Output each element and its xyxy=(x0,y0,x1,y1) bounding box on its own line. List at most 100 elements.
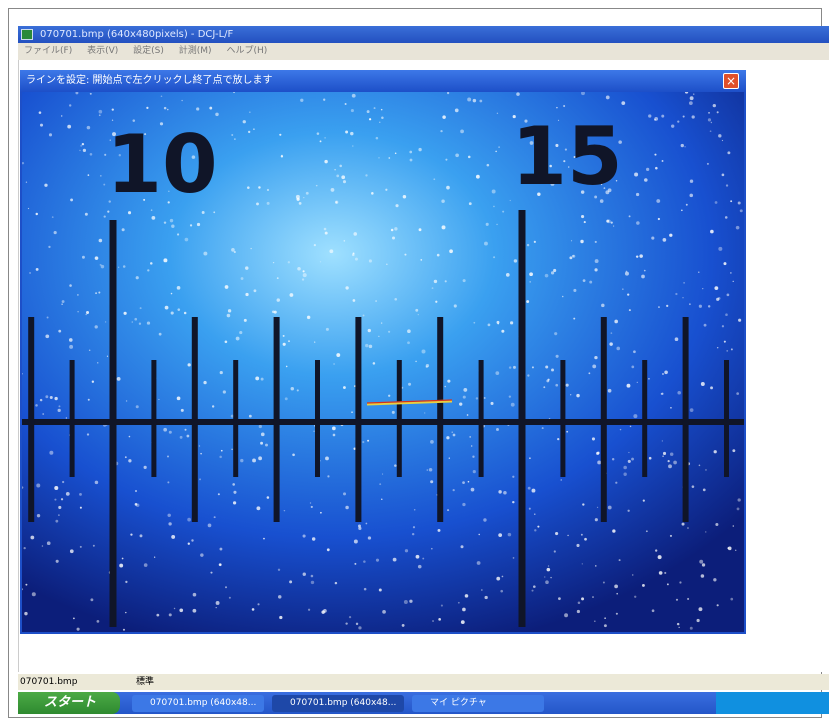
speckle xyxy=(163,221,167,224)
speckle xyxy=(726,293,730,297)
speckle xyxy=(471,445,473,447)
close-button[interactable]: × xyxy=(723,73,739,89)
speckle xyxy=(687,597,690,600)
speckle xyxy=(512,557,515,559)
speckle xyxy=(249,111,251,113)
menu-item[interactable]: 設定(S) xyxy=(133,46,164,56)
speckle xyxy=(721,325,725,328)
speckle xyxy=(432,620,434,622)
status-file: 070701.bmp xyxy=(20,677,78,687)
task-button[interactable]: 070701.bmp (640x48... xyxy=(132,695,264,712)
task-button[interactable]: 070701.bmp (640x48... xyxy=(272,695,404,712)
speckle xyxy=(555,383,559,387)
speckle xyxy=(285,365,288,368)
speckle xyxy=(725,313,728,316)
speckle xyxy=(415,554,420,559)
ruler-tick xyxy=(355,317,362,522)
speckle xyxy=(522,133,526,137)
menu-item[interactable]: 計測(M) xyxy=(178,46,212,56)
speckle xyxy=(108,200,111,203)
speckle xyxy=(48,133,53,137)
speckle xyxy=(529,457,531,459)
speckle xyxy=(79,492,82,496)
speckle xyxy=(407,341,410,345)
speckle xyxy=(721,139,724,142)
scale-label: 15 xyxy=(511,110,622,203)
speckle xyxy=(197,180,200,183)
speckle xyxy=(660,393,663,395)
menu-item[interactable]: ヘルプ(H) xyxy=(226,46,268,56)
speckle xyxy=(444,385,446,388)
ruler-tick xyxy=(273,317,280,522)
speckle xyxy=(266,496,270,499)
speckle xyxy=(366,110,370,114)
speckle xyxy=(353,232,358,236)
speckle xyxy=(681,522,685,526)
ruler-tick xyxy=(151,360,157,477)
speckle xyxy=(348,615,352,619)
speckle xyxy=(104,153,107,156)
speckle xyxy=(533,585,536,588)
speckle xyxy=(100,264,105,269)
speckle xyxy=(170,292,173,295)
speckle xyxy=(614,319,618,324)
speckle xyxy=(134,502,138,506)
speckle xyxy=(192,592,197,597)
speckle xyxy=(553,268,557,273)
speckle xyxy=(332,433,336,437)
speckle xyxy=(91,380,95,383)
menu-item[interactable]: 表示(V) xyxy=(87,46,119,56)
speckle xyxy=(567,534,569,537)
speckle xyxy=(447,509,450,512)
speckle xyxy=(557,119,560,122)
speckle xyxy=(118,154,121,157)
speckle xyxy=(693,93,695,95)
menu-item[interactable]: ファイル(F) xyxy=(24,46,73,56)
task-button[interactable]: マイ ピクチャ xyxy=(412,695,544,712)
speckle xyxy=(483,518,487,522)
speckle xyxy=(94,256,99,260)
speckle xyxy=(343,492,347,496)
speckle xyxy=(345,622,348,625)
speckle xyxy=(302,270,305,273)
speckle xyxy=(549,164,552,168)
speckle xyxy=(315,184,318,187)
speckle xyxy=(295,194,300,199)
speckle xyxy=(496,223,498,226)
speckle xyxy=(68,338,73,342)
speckle xyxy=(418,228,422,232)
speckle xyxy=(646,167,650,171)
speckle xyxy=(628,309,631,312)
speckle xyxy=(709,130,712,133)
speckle xyxy=(306,315,311,320)
start-button[interactable]: スタート xyxy=(18,692,120,714)
speckle xyxy=(131,321,134,323)
speckle xyxy=(612,161,616,165)
speckle xyxy=(258,456,263,461)
speckle xyxy=(119,563,124,568)
speckle xyxy=(343,386,346,389)
speckle xyxy=(487,323,491,327)
speckle xyxy=(167,513,171,518)
speckle xyxy=(447,379,451,383)
speckle xyxy=(727,151,731,155)
speckle xyxy=(245,266,249,270)
speckle xyxy=(730,272,732,274)
speckle xyxy=(395,204,399,208)
speckle xyxy=(260,432,265,437)
speckle xyxy=(38,111,42,114)
speckle xyxy=(357,524,361,528)
speckle xyxy=(594,195,598,199)
speckle xyxy=(592,364,597,369)
speckle xyxy=(716,111,719,114)
speckle xyxy=(569,256,573,260)
speckle xyxy=(462,279,466,283)
speckle xyxy=(417,314,419,316)
speckle xyxy=(655,549,658,552)
speckle xyxy=(544,273,549,278)
speckle xyxy=(181,99,183,102)
speckle xyxy=(737,201,741,205)
menu-bar: ファイル(F) 表示(V) 設定(S) 計測(M) ヘルプ(H) xyxy=(18,43,829,60)
speckle xyxy=(146,106,149,110)
speckle xyxy=(610,221,613,224)
